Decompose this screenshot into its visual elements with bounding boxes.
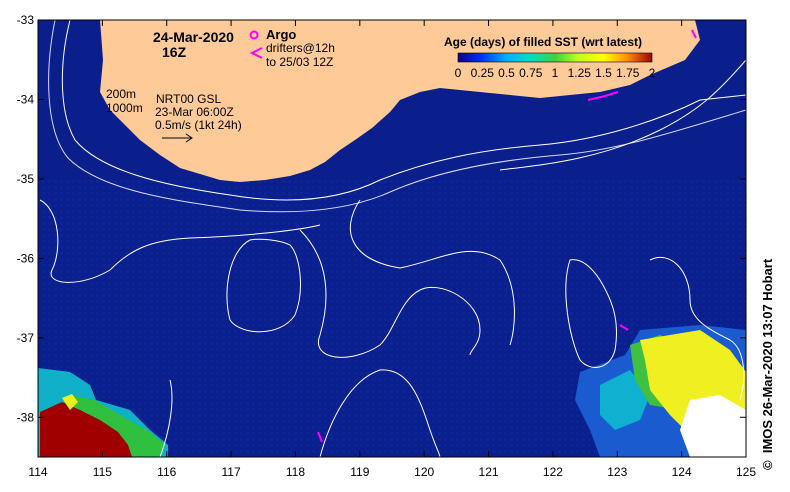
lon-tick-label: 118 (286, 465, 305, 479)
lon-tick-label: 120 (414, 465, 434, 479)
drifter-tracks (317, 29, 697, 443)
map-date: 24-Mar-2020 (153, 29, 234, 45)
credit-label: © IMOS 26-Mar-2020 13:07 Hobart (760, 259, 775, 470)
map-hour: 16Z (162, 44, 187, 60)
lon-tick-label: 121 (479, 465, 499, 479)
lon-tick-label: 114 (28, 465, 47, 479)
scale-vector-arrow (162, 133, 193, 143)
sst-patch-southeast-white (680, 395, 746, 457)
scale-vector-label: 0.5m/s (1kt 24h) (155, 118, 242, 132)
depth-200-label: 200m (106, 87, 136, 101)
lat-axis: -33 -34 -35 -36 -37 -38 (17, 13, 746, 424)
lat-tick-label: -38 (17, 410, 35, 424)
sst-patch-southwest-red (40, 402, 132, 457)
colorbar-tick-label: 0.25 (471, 66, 495, 80)
product-label: NRT00 GSL (156, 92, 221, 106)
argo-label: Argo (266, 27, 296, 42)
bathymetry-contours (39, 20, 746, 457)
colorbar-tick-label: 0 (455, 66, 462, 80)
lon-tick-label: 115 (93, 465, 112, 479)
colorbar-tick-label: 1.25 (568, 66, 592, 80)
argo-legend-symbol (249, 30, 259, 40)
colorbar-tick-label: 1.75 (616, 66, 640, 80)
plot-frame (37, 19, 747, 458)
credit-text: IMOS 26-Mar-2020 13:07 Hobart (760, 258, 775, 454)
drifters-label: drifters@12h (266, 41, 335, 55)
lon-axis: 114 115 116 117 118 119 120 121 122 123 124 125 (28, 20, 756, 479)
colorbar-title: Age (days) of filled SST (wrt latest) (444, 35, 642, 49)
lon-tick-label: 125 (736, 465, 756, 479)
drifters-sub-label: to 25/03 12Z (266, 55, 333, 69)
colorbar (457, 52, 653, 63)
drifter-legend-symbol (249, 47, 263, 59)
lat-tick-label: -33 (17, 13, 35, 27)
sst-patch-southeast-cyan (600, 370, 650, 430)
lat-tick-label: -35 (17, 172, 35, 186)
colorbar-tick-label: 1.5 (595, 66, 612, 80)
lon-tick-label: 122 (543, 465, 563, 479)
lon-tick-label: 124 (672, 465, 692, 479)
colorbar-tick-label: 2 (649, 66, 656, 80)
lat-tick-label: -37 (17, 331, 35, 345)
colorbar-tick-label: 0.5 (498, 66, 515, 80)
sst-patch-southwest-yellow (62, 394, 78, 410)
depth-1000-label: 1000m (106, 101, 143, 115)
lon-tick-label: 117 (222, 465, 241, 479)
lat-tick-label: -34 (17, 92, 35, 106)
lon-tick-label: 119 (350, 465, 369, 479)
lon-tick-label: 123 (607, 465, 627, 479)
lat-tick-label: -36 (17, 251, 35, 265)
product-time-label: 23-Mar 06:00Z (155, 105, 234, 119)
colorbar-tick-label: 1 (552, 66, 559, 80)
colorbar-tick-label: 0.75 (519, 66, 543, 80)
lon-tick-label: 116 (157, 465, 176, 479)
copyright-symbol: © (760, 460, 775, 470)
colorbar-ticks: 0 0.25 0.5 0.75 1 1.25 1.5 1.75 2 (455, 66, 656, 80)
